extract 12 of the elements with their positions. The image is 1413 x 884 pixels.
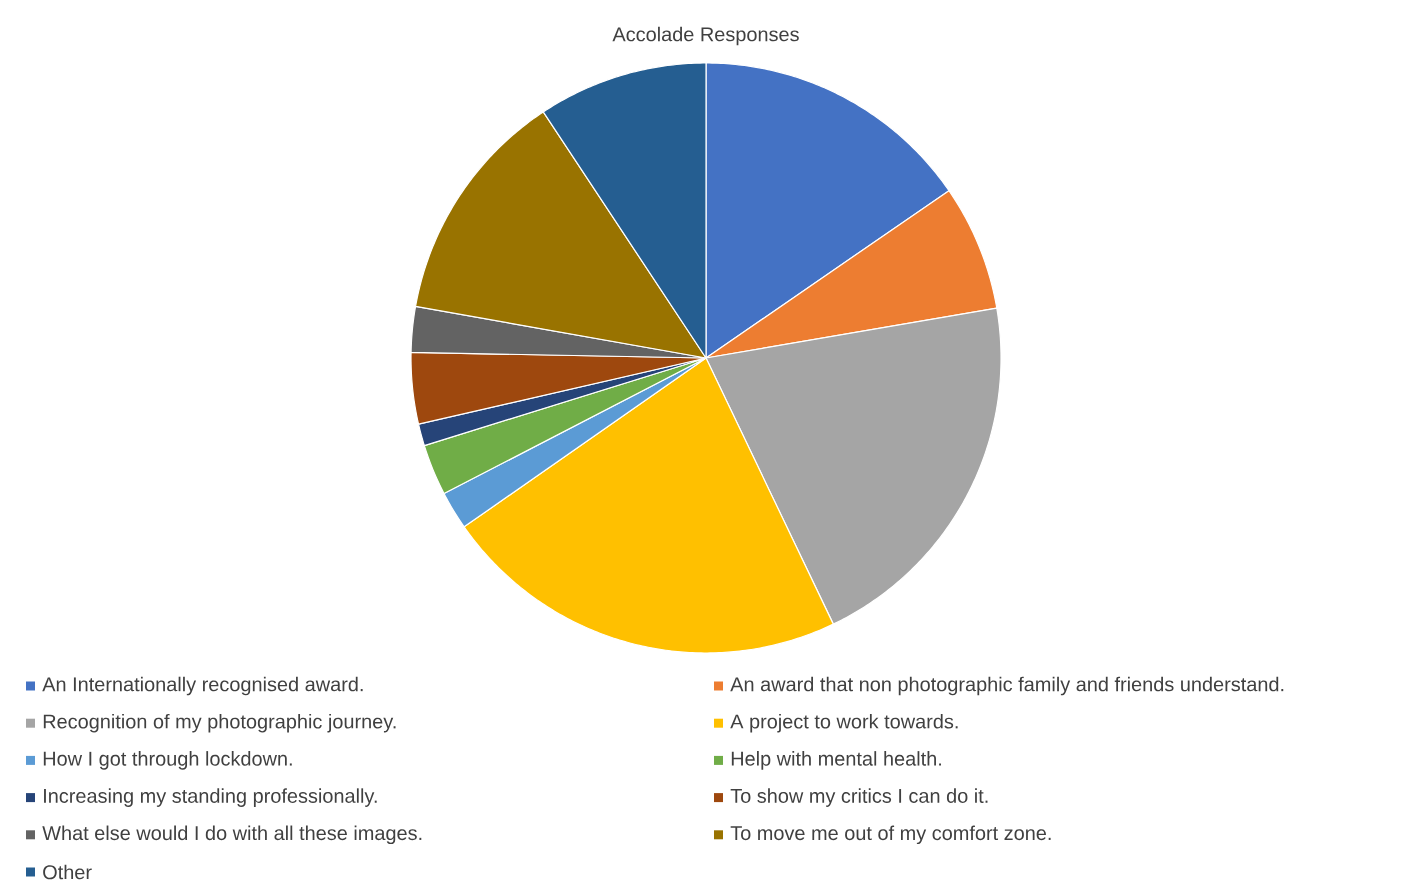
legend-label: A project to work towards. [730, 713, 958, 733]
legend-label: Recognition of my photographic journey. [43, 713, 396, 733]
legend-label: To show my critics I can do it. [730, 788, 988, 807]
legend-label: What else would I do with all these images. [42, 825, 422, 845]
legend-label: Other [43, 864, 92, 880]
chart-title: Accolade Responses [612, 26, 799, 46]
legend-label: How I got through lockdown. [43, 751, 292, 770]
legend-label: To move me out of my comfort zone. [730, 825, 1051, 845]
legend-label: Help with mental health. [731, 751, 941, 770]
legend-label: An Internationally recognised award. [42, 676, 363, 696]
legend-label: An award that non photographic family and friends understand. [730, 676, 1284, 696]
legend-label: Increasing my standing professionally. [44, 788, 377, 807]
